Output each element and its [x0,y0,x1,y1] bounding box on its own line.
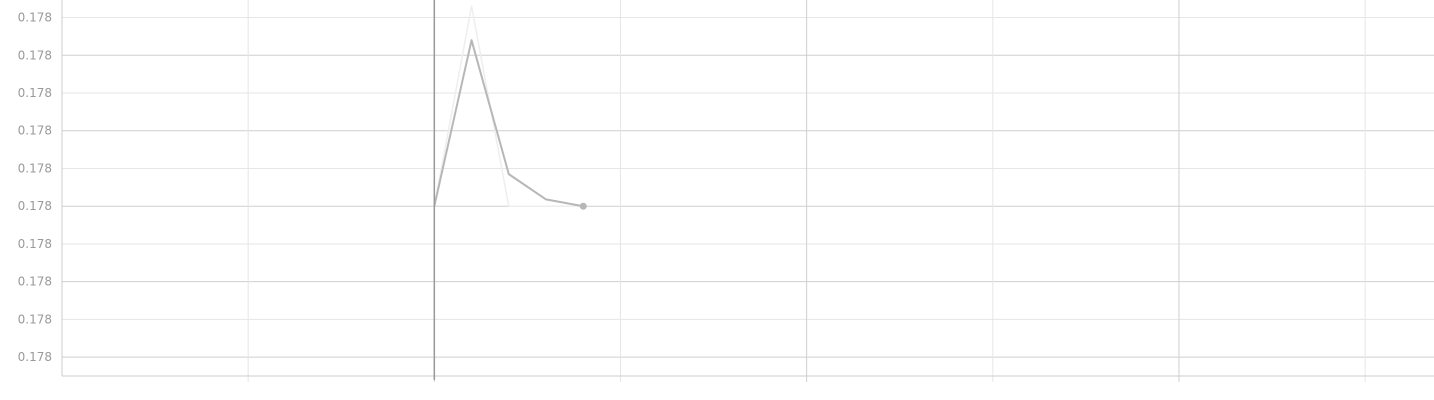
raw-series-line [433,5,584,207]
series-lines [433,5,587,210]
y-tick-label: 0.178 [18,199,52,213]
y-tick-label: 0.178 [18,275,52,289]
series-end-point [579,202,587,210]
y-tick-label: 0.178 [18,237,52,251]
y-tick-label: 0.178 [18,48,52,62]
y-tick-label: 0.178 [18,350,52,364]
y-tick-label: 0.178 [18,124,52,138]
y-axis-tick-labels: 0.178 0.178 0.178 0.178 0.178 0.178 0.178 0.178… [18,11,52,365]
grid-lines [62,0,1434,382]
y-tick-label: 0.178 [18,11,52,25]
axes [61,0,1434,377]
y-tick-label: 0.178 [18,161,52,175]
y-tick-label: 0.178 [18,86,52,100]
y-tick-label: 0.178 [18,312,52,326]
smoothed-series-line [433,39,584,208]
